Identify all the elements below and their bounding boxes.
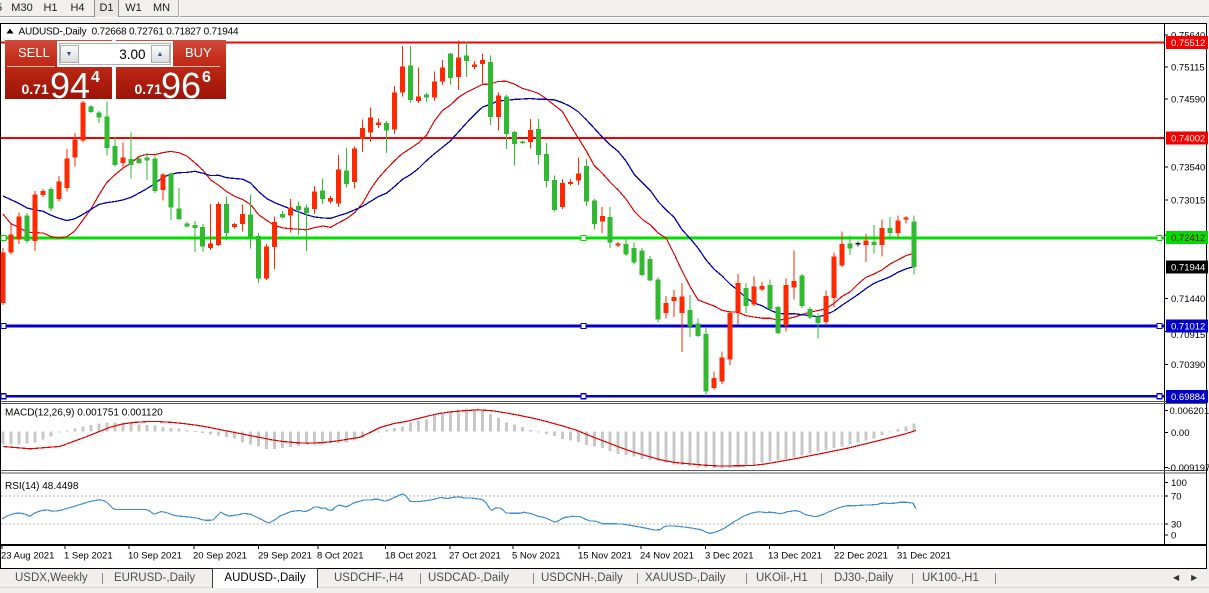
- svg-text:30: 30: [1171, 519, 1182, 530]
- svg-text:8 Oct 2021: 8 Oct 2021: [317, 551, 363, 562]
- svg-text:20 Sep 2021: 20 Sep 2021: [193, 551, 247, 562]
- svg-text:AUDUSD-,Daily 0.72668 0.72761: AUDUSD-,Daily 0.72668 0.72761 0.71827 0.…: [19, 27, 239, 38]
- svg-text:0.69884: 0.69884: [1171, 392, 1205, 403]
- svg-text:29 Sep 2021: 29 Sep 2021: [258, 551, 312, 562]
- svg-text:0.71440: 0.71440: [1171, 294, 1205, 305]
- svg-text:3 Dec 2021: 3 Dec 2021: [705, 551, 754, 562]
- svg-text:0.74002: 0.74002: [1171, 133, 1205, 144]
- svg-text:27 Oct 2021: 27 Oct 2021: [449, 551, 501, 562]
- svg-text:1 Sep 2021: 1 Sep 2021: [64, 551, 113, 562]
- svg-text:0.00: 0.00: [1171, 428, 1190, 439]
- svg-text:0.70915: 0.70915: [1171, 330, 1205, 341]
- svg-text:0.72412: 0.72412: [1171, 233, 1205, 244]
- svg-text:0.74590: 0.74590: [1171, 95, 1205, 106]
- svg-text:0.73540: 0.73540: [1171, 163, 1205, 174]
- svg-text:0.71012: 0.71012: [1171, 322, 1205, 333]
- svg-text:MACD(12,26,9) 0.001751 0.00112: MACD(12,26,9) 0.001751 0.001120: [5, 408, 163, 419]
- svg-text:13 Dec 2021: 13 Dec 2021: [768, 551, 822, 562]
- svg-text:0: 0: [1171, 531, 1176, 542]
- svg-text:RSI(14) 48.4498: RSI(14) 48.4498: [5, 481, 79, 492]
- svg-text:10 Sep 2021: 10 Sep 2021: [128, 551, 182, 562]
- svg-text:24 Nov 2021: 24 Nov 2021: [640, 551, 694, 562]
- svg-text:31 Dec 2021: 31 Dec 2021: [897, 551, 951, 562]
- svg-text:15 Nov 2021: 15 Nov 2021: [578, 551, 632, 562]
- svg-text:0.006201: 0.006201: [1170, 406, 1209, 417]
- svg-text:0.73015: 0.73015: [1171, 196, 1205, 207]
- svg-text:0.71944: 0.71944: [1171, 263, 1205, 274]
- svg-text:-0.009197: -0.009197: [1168, 463, 1209, 474]
- svg-text:18 Oct 2021: 18 Oct 2021: [385, 551, 437, 562]
- svg-text:0.70390: 0.70390: [1171, 360, 1205, 371]
- svg-text:22 Dec 2021: 22 Dec 2021: [834, 551, 888, 562]
- svg-text:5 Nov 2021: 5 Nov 2021: [512, 551, 561, 562]
- svg-text:70: 70: [1171, 492, 1182, 503]
- svg-text:100: 100: [1171, 478, 1187, 489]
- svg-text:0.75512: 0.75512: [1171, 38, 1205, 49]
- svg-text:0.75115: 0.75115: [1171, 63, 1205, 74]
- svg-text:23 Aug 2021: 23 Aug 2021: [1, 551, 54, 562]
- svg-text:0.75640: 0.75640: [1171, 31, 1205, 42]
